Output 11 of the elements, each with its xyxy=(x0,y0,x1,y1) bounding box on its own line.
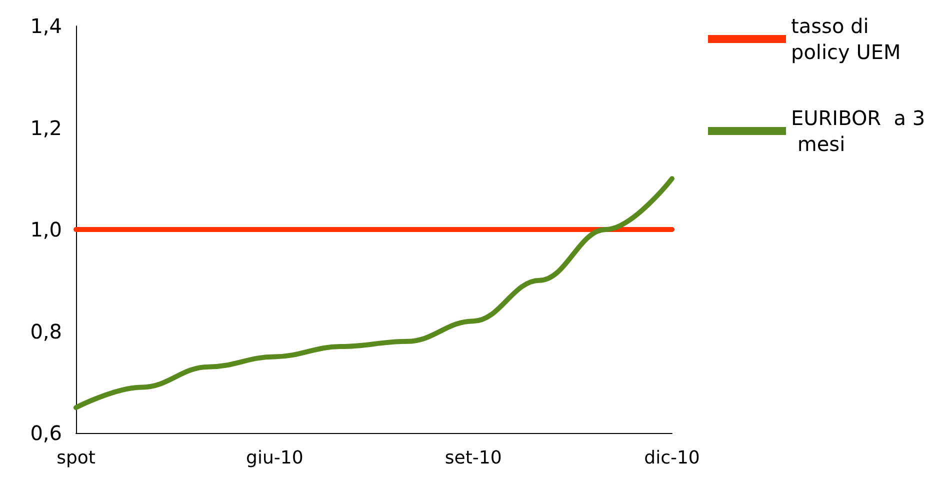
x-tick-label: giu-10 xyxy=(246,448,304,468)
y-tick-label: 1,2 xyxy=(30,116,62,140)
legend-label: tasso di policy UEM xyxy=(791,14,901,64)
y-tick-label: 1,4 xyxy=(30,14,62,38)
y-tick-label: 0,8 xyxy=(30,319,62,344)
legend-label: EURIBOR a 3 mesi xyxy=(791,106,926,156)
x-tick-label: set-10 xyxy=(444,448,502,468)
y-tick-label: 0,6 xyxy=(30,421,62,445)
x-tick-label: spot xyxy=(56,448,96,468)
x-tick-label: dic-10 xyxy=(644,448,700,468)
y-tick-label: 1,0 xyxy=(30,218,62,242)
